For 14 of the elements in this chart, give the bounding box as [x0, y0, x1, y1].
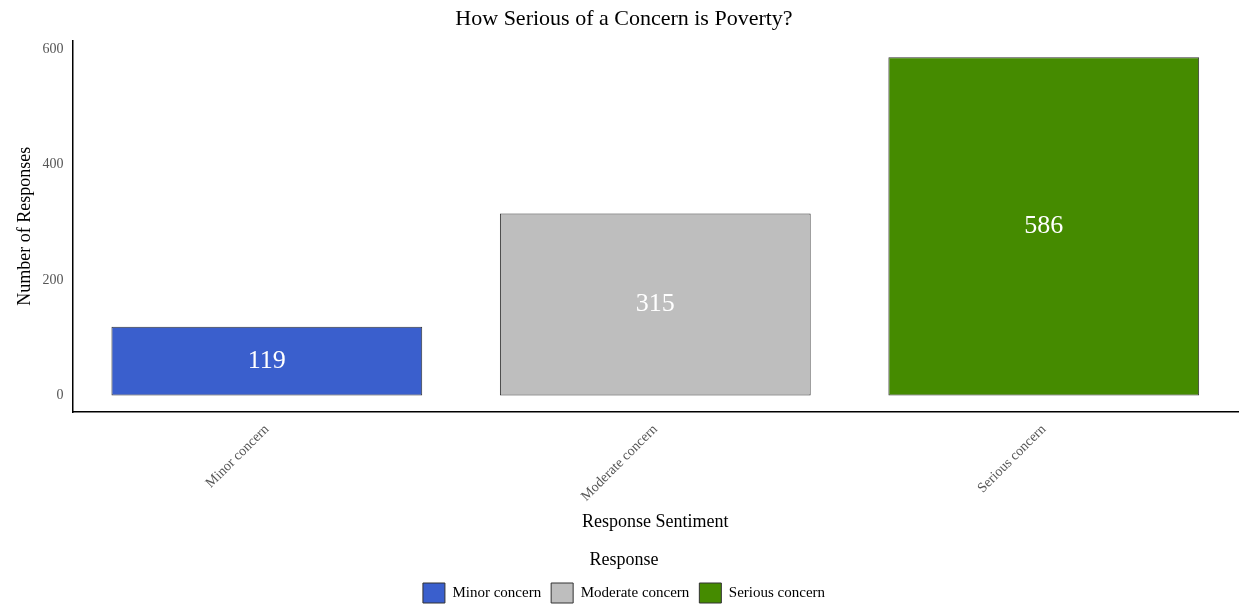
- data-label: 315: [635, 288, 675, 318]
- legend-label: Moderate concern: [580, 583, 690, 600]
- data-label: 119: [247, 344, 286, 374]
- legend-title: Response: [589, 549, 659, 570]
- y-tick-label: 600: [42, 40, 64, 56]
- legend-label: Minor concern: [452, 583, 542, 600]
- legend-label: Serious concern: [728, 583, 826, 600]
- chart-title: How Serious of a Concern is Poverty?: [455, 4, 793, 30]
- data-label: 586: [1024, 210, 1064, 240]
- y-tick-label: 0: [56, 387, 64, 403]
- y-tick-label: 400: [42, 156, 64, 172]
- y-tick-label: 200: [42, 271, 64, 287]
- y-axis-title: Number of Responses: [13, 146, 34, 306]
- x-axis-title: Response Sentiment: [582, 511, 729, 532]
